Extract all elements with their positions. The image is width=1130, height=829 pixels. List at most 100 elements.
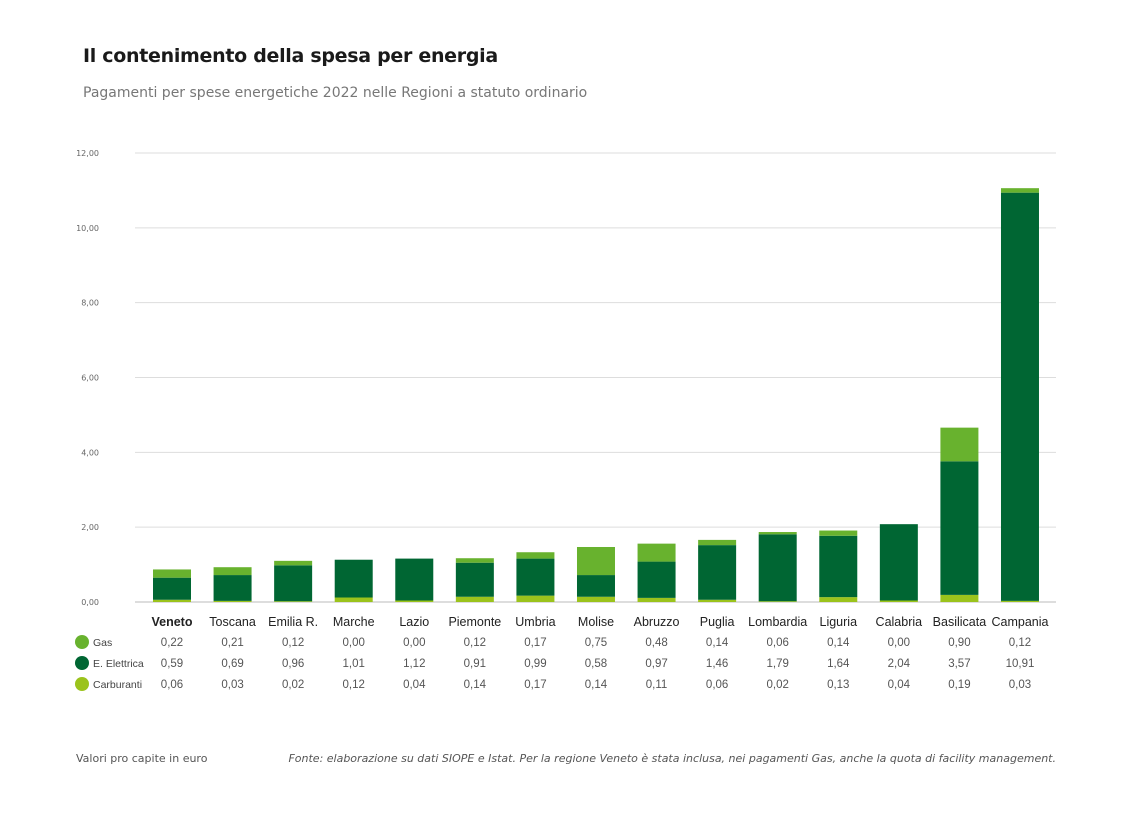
- bar-segment-e-elettrica: [1000, 192, 1039, 601]
- x-category-label: Lombardia: [748, 615, 807, 629]
- y-tick-label: 12,00: [76, 149, 99, 158]
- bar-segment-carburanti: [576, 596, 615, 602]
- data-label: 0,03: [221, 679, 243, 691]
- bar-segment-e-elettrica: [274, 565, 313, 602]
- data-label: 0,13: [827, 679, 849, 691]
- y-tick-label: 10,00: [76, 224, 99, 233]
- bar-segment-carburanti: [334, 597, 373, 602]
- data-label: 1,12: [403, 658, 425, 670]
- legend-dot-icon: [75, 677, 89, 691]
- bar-segment-carburanti: [153, 599, 191, 602]
- bar-segment-e-elettrica: [879, 524, 918, 601]
- data-label: 0,14: [464, 679, 487, 691]
- legend-dot-icon: [75, 656, 89, 670]
- x-category-label: Calabria: [876, 615, 923, 629]
- data-label: 0,97: [645, 658, 667, 670]
- x-category-label: Puglia: [700, 615, 735, 629]
- data-label: 0,12: [282, 637, 304, 649]
- data-label: 0,90: [948, 637, 970, 649]
- bar-segment-gas: [758, 532, 797, 535]
- x-category-label: Abruzzo: [634, 615, 680, 629]
- bar-segment-carburanti: [213, 600, 252, 602]
- data-label: 0,14: [827, 637, 850, 649]
- data-label: 0,03: [1009, 679, 1031, 691]
- x-category-label: Basilicata: [933, 615, 987, 629]
- data-label: 0,17: [524, 637, 546, 649]
- source-note: Fonte: elaborazione su dati SIOPE e Ista…: [288, 752, 1056, 765]
- bar-segment-gas: [516, 552, 555, 559]
- data-label: 0,12: [464, 637, 486, 649]
- bar-segment-e-elettrica: [213, 575, 252, 601]
- bar-segment-gas: [153, 569, 191, 578]
- x-category-label: Lazio: [399, 615, 429, 629]
- bar-segment-carburanti: [516, 595, 555, 602]
- x-category-label: Piemonte: [448, 615, 501, 629]
- bar-segment-carburanti: [274, 601, 313, 602]
- x-category-label: Toscana: [209, 615, 256, 629]
- data-label: 0,69: [221, 658, 243, 670]
- data-label: 1,64: [827, 658, 850, 670]
- data-label: 0,00: [343, 637, 365, 649]
- data-label: 0,11: [646, 679, 668, 691]
- bar-segment-carburanti: [879, 600, 918, 602]
- bar-segment-gas: [819, 530, 858, 536]
- legend-label: E. Elettrica: [93, 658, 144, 670]
- x-category-label: Umbria: [515, 615, 555, 629]
- data-label: 2,04: [888, 658, 911, 670]
- bar-segment-e-elettrica: [637, 561, 676, 598]
- bar-segment-e-elettrica: [395, 558, 434, 601]
- x-category-label: Veneto: [152, 615, 193, 629]
- data-label: 0,75: [585, 637, 607, 649]
- bar-segment-e-elettrica: [153, 577, 191, 600]
- data-label: 0,00: [403, 637, 425, 649]
- data-label: 10,91: [1006, 658, 1035, 670]
- bar-segment-carburanti: [758, 601, 797, 602]
- data-label: 0,06: [706, 679, 728, 691]
- data-label: 0,14: [706, 637, 729, 649]
- bar-segment-carburanti: [637, 597, 676, 602]
- y-tick-label: 6,00: [81, 374, 99, 383]
- chart-subtitle: Pagamenti per spese energetiche 2022 nel…: [83, 85, 588, 101]
- bar-segment-carburanti: [819, 597, 858, 602]
- x-category-label: Emilia R.: [268, 615, 318, 629]
- data-label: 0,00: [888, 637, 910, 649]
- data-label: 0,21: [221, 637, 243, 649]
- data-label: 0,06: [767, 637, 789, 649]
- data-label: 0,91: [464, 658, 486, 670]
- data-label: 0,48: [645, 637, 667, 649]
- data-label: 0,12: [343, 679, 365, 691]
- bar-segment-gas: [213, 567, 252, 576]
- data-label: 0,02: [282, 679, 304, 691]
- data-label: 0,58: [585, 658, 607, 670]
- x-category-label: Molise: [578, 615, 614, 629]
- x-category-label: Liguria: [820, 615, 858, 629]
- data-label: 3,57: [948, 658, 970, 670]
- bar-segment-gas: [940, 427, 979, 462]
- bar-segment-gas: [698, 539, 737, 546]
- data-label: 0,06: [161, 679, 183, 691]
- bar-segment-e-elettrica: [334, 559, 373, 598]
- bar-segment-e-elettrica: [516, 558, 555, 596]
- legend-label: Carburanti: [93, 679, 142, 691]
- bar-segment-e-elettrica: [576, 575, 615, 597]
- x-category-label: Campania: [991, 615, 1048, 629]
- data-label: 0,22: [161, 637, 183, 649]
- data-label: 0,04: [403, 679, 426, 691]
- bar-segment-gas: [576, 546, 615, 576]
- bar-segment-e-elettrica: [940, 461, 979, 595]
- bar-segment-carburanti: [455, 596, 494, 602]
- data-label: 1,46: [706, 658, 728, 670]
- data-label: 0,12: [1009, 637, 1031, 649]
- data-label: 0,17: [524, 679, 546, 691]
- data-label: 0,59: [161, 658, 183, 670]
- data-label: 1,01: [343, 658, 365, 670]
- bar-segment-e-elettrica: [819, 535, 858, 598]
- x-category-label: Marche: [333, 615, 375, 629]
- bar-segment-e-elettrica: [698, 545, 737, 600]
- bar-segment-gas: [1000, 188, 1039, 193]
- bar-segment-e-elettrica: [758, 534, 797, 602]
- data-label: 0,02: [767, 679, 789, 691]
- y-tick-label: 4,00: [81, 448, 99, 457]
- bar-segment-e-elettrica: [455, 562, 494, 597]
